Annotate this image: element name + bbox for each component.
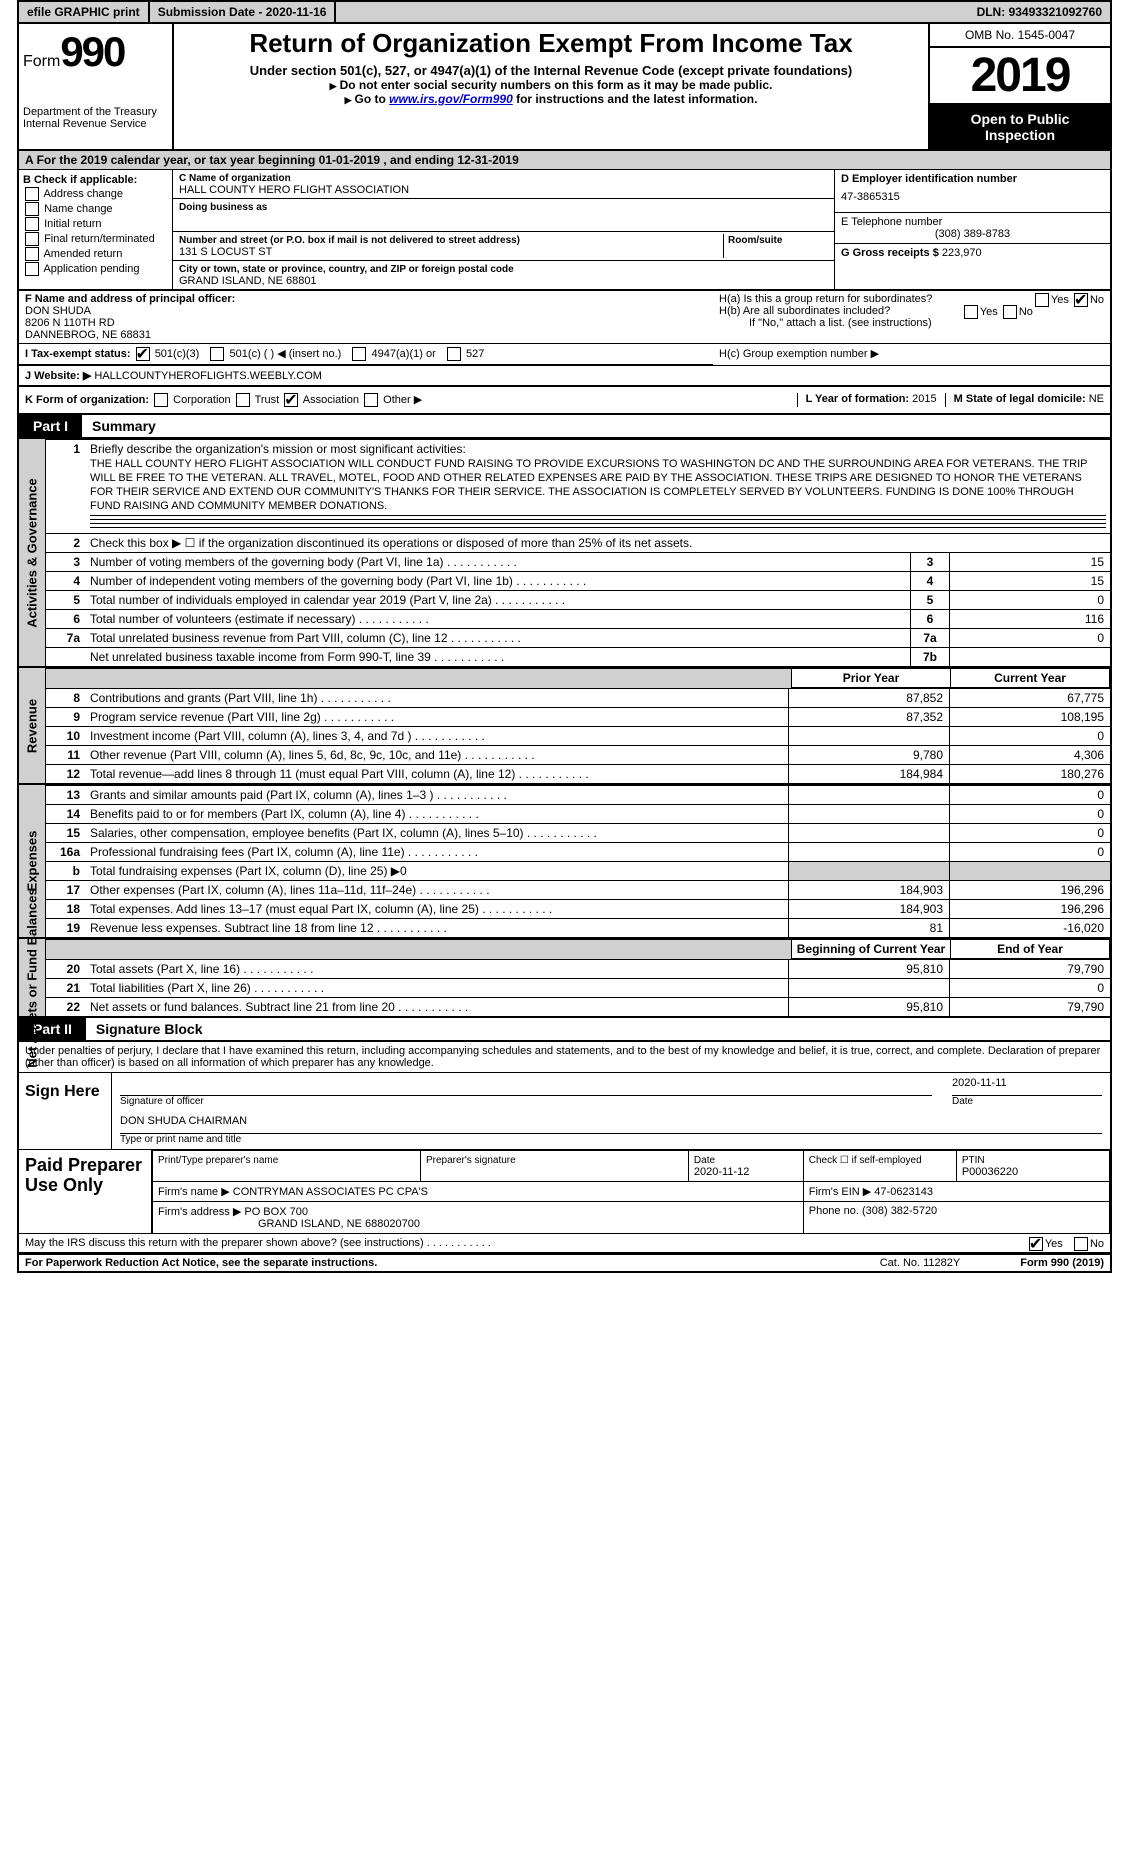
vtab-netassets: Net Assets or Fund Balances	[19, 939, 46, 1016]
mission-text: THE HALL COUNTY HERO FLIGHT ASSOCIATION …	[90, 458, 1087, 512]
org-address: 131 S LOCUST ST	[179, 246, 272, 258]
part-2-header: Part II Signature Block	[17, 1018, 1112, 1042]
check-amended[interactable]: Amended return	[23, 247, 168, 261]
gross-receipts: 223,970	[942, 247, 982, 259]
check-app-pending[interactable]: Application pending	[23, 262, 168, 276]
form-subtitle: Under section 501(c), 527, or 4947(a)(1)…	[178, 63, 924, 78]
vtab-revenue: Revenue	[19, 668, 46, 783]
submission-date: Submission Date - 2020-11-16	[150, 2, 337, 22]
form-header: Form990 Department of the Treasury Inter…	[17, 24, 1112, 151]
form-note-1: Do not enter social security numbers on …	[178, 78, 924, 92]
row-f-h: F Name and address of principal officer:…	[17, 291, 1112, 344]
firm-name: CONTRYMAN ASSOCIATES PC CPA'S	[233, 1186, 428, 1198]
org-name: HALL COUNTY HERO FLIGHT ASSOCIATION	[179, 184, 409, 196]
form-number: Form990	[23, 28, 168, 76]
vtab-activities: Activities & Governance	[19, 439, 46, 666]
row-k: K Form of organization: Corporation Trus…	[17, 387, 1112, 415]
tax-year: 2019	[930, 48, 1110, 105]
ein: 47-3865315	[841, 185, 1104, 209]
efile-label: efile GRAPHIC print	[19, 2, 150, 22]
officer-signed-name: DON SHUDA CHAIRMAN	[120, 1115, 1102, 1134]
open-inspection: Open to Public Inspection	[930, 105, 1110, 149]
box-b-title: B Check if applicable:	[23, 174, 137, 186]
check-association[interactable]	[284, 393, 298, 407]
check-address-change[interactable]: Address change	[23, 187, 168, 201]
form-title: Return of Organization Exempt From Incom…	[178, 28, 924, 59]
firm-ein: 47-0623143	[874, 1186, 933, 1198]
check-501c3[interactable]	[136, 347, 150, 361]
row-a-taxyear: A For the 2019 calendar year, or tax yea…	[17, 151, 1112, 170]
form990-link[interactable]: www.irs.gov/Form990	[389, 92, 513, 106]
page-footer: For Paperwork Reduction Act Notice, see …	[17, 1254, 1112, 1273]
discuss-row: May the IRS discuss this return with the…	[19, 1233, 1110, 1252]
org-city: GRAND ISLAND, NE 68801	[179, 275, 317, 287]
perjury-text: Under penalties of perjury, I declare th…	[19, 1042, 1110, 1073]
check-initial-return[interactable]: Initial return	[23, 217, 168, 231]
dln: DLN: 93493321092760	[969, 2, 1110, 22]
sign-here-label: Sign Here	[19, 1073, 112, 1149]
telephone: (308) 389-8783	[841, 228, 1104, 240]
firm-phone: (308) 382-5720	[862, 1205, 937, 1217]
check-name-change[interactable]: Name change	[23, 202, 168, 216]
top-bar: efile GRAPHIC print Submission Date - 20…	[17, 0, 1112, 24]
part-1-header: Part I Summary	[17, 415, 1112, 439]
check-final-return[interactable]: Final return/terminated	[23, 232, 168, 246]
website: HALLCOUNTYHEROFLIGHTS.WEEBLY.COM	[94, 370, 322, 382]
dept-label: Department of the Treasury Internal Reve…	[23, 106, 168, 130]
officer-name: DON SHUDA	[25, 305, 91, 317]
group-exemption: H(c) Group exemption number ▶	[713, 344, 1110, 365]
paid-preparer-label: Paid Preparer Use Only	[19, 1150, 152, 1233]
form-note-2: Go to www.irs.gov/Form990 for instructio…	[178, 92, 924, 106]
section-bcd: B Check if applicable: Address change Na…	[17, 170, 1112, 291]
omb-number: OMB No. 1545-0047	[930, 24, 1110, 48]
ptin: P00036220	[962, 1166, 1018, 1178]
